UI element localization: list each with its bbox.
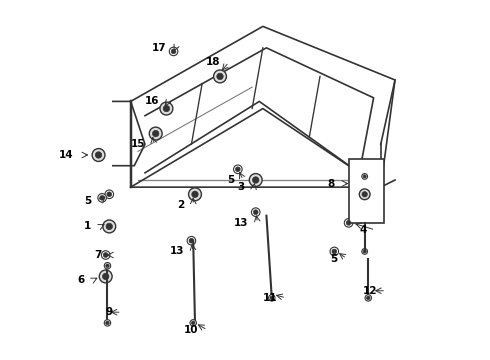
Circle shape bbox=[92, 149, 105, 161]
Circle shape bbox=[249, 174, 262, 186]
Circle shape bbox=[217, 73, 223, 80]
Circle shape bbox=[367, 296, 370, 300]
Circle shape bbox=[192, 191, 198, 198]
Circle shape bbox=[101, 251, 110, 259]
Text: 11: 11 bbox=[263, 293, 277, 303]
Circle shape bbox=[269, 295, 275, 301]
Circle shape bbox=[189, 188, 201, 201]
Circle shape bbox=[160, 102, 173, 115]
Text: 17: 17 bbox=[152, 43, 167, 53]
Circle shape bbox=[330, 247, 339, 256]
Text: 7: 7 bbox=[95, 250, 102, 260]
Text: 4: 4 bbox=[359, 225, 367, 235]
Circle shape bbox=[362, 174, 368, 179]
Circle shape bbox=[149, 127, 162, 140]
Text: 8: 8 bbox=[327, 179, 334, 189]
Circle shape bbox=[169, 47, 178, 56]
Text: 10: 10 bbox=[184, 325, 198, 335]
Circle shape bbox=[214, 70, 226, 83]
Circle shape bbox=[103, 253, 108, 257]
Circle shape bbox=[362, 192, 368, 197]
Circle shape bbox=[251, 208, 260, 216]
Circle shape bbox=[100, 195, 104, 200]
Circle shape bbox=[344, 219, 353, 227]
Circle shape bbox=[106, 264, 109, 267]
Circle shape bbox=[96, 152, 102, 158]
Circle shape bbox=[99, 270, 112, 283]
Text: 12: 12 bbox=[363, 286, 377, 296]
Text: 6: 6 bbox=[77, 275, 84, 285]
Circle shape bbox=[171, 49, 176, 54]
Circle shape bbox=[270, 296, 273, 300]
Bar bbox=[348, 158, 384, 223]
Circle shape bbox=[98, 194, 106, 202]
Text: 1: 1 bbox=[84, 221, 92, 231]
Circle shape bbox=[106, 321, 109, 325]
Circle shape bbox=[190, 320, 196, 326]
Circle shape bbox=[253, 210, 258, 215]
Circle shape bbox=[363, 250, 366, 253]
Circle shape bbox=[104, 262, 111, 269]
Text: 3: 3 bbox=[238, 182, 245, 192]
Circle shape bbox=[234, 165, 242, 174]
Circle shape bbox=[152, 130, 159, 137]
Text: 5: 5 bbox=[227, 175, 234, 185]
Circle shape bbox=[362, 249, 368, 254]
Text: 13: 13 bbox=[234, 218, 248, 228]
Text: 16: 16 bbox=[145, 96, 159, 107]
Circle shape bbox=[187, 237, 196, 245]
Circle shape bbox=[359, 189, 370, 200]
Circle shape bbox=[346, 221, 351, 225]
Text: 18: 18 bbox=[205, 57, 220, 67]
Circle shape bbox=[252, 177, 259, 183]
Text: 15: 15 bbox=[130, 139, 145, 149]
Circle shape bbox=[189, 238, 194, 243]
Circle shape bbox=[105, 190, 114, 199]
Circle shape bbox=[106, 223, 113, 230]
Circle shape bbox=[163, 105, 170, 112]
Circle shape bbox=[332, 249, 337, 254]
Circle shape bbox=[236, 167, 240, 172]
Text: 2: 2 bbox=[177, 200, 184, 210]
Text: 9: 9 bbox=[106, 307, 113, 317]
Text: 14: 14 bbox=[59, 150, 74, 160]
Text: 13: 13 bbox=[170, 247, 184, 256]
Circle shape bbox=[102, 273, 109, 280]
Text: 5: 5 bbox=[331, 253, 338, 264]
Circle shape bbox=[365, 295, 371, 301]
Circle shape bbox=[192, 321, 195, 325]
Circle shape bbox=[107, 192, 112, 197]
Circle shape bbox=[104, 320, 111, 326]
Text: 5: 5 bbox=[84, 197, 92, 206]
Circle shape bbox=[103, 220, 116, 233]
Circle shape bbox=[363, 175, 366, 178]
